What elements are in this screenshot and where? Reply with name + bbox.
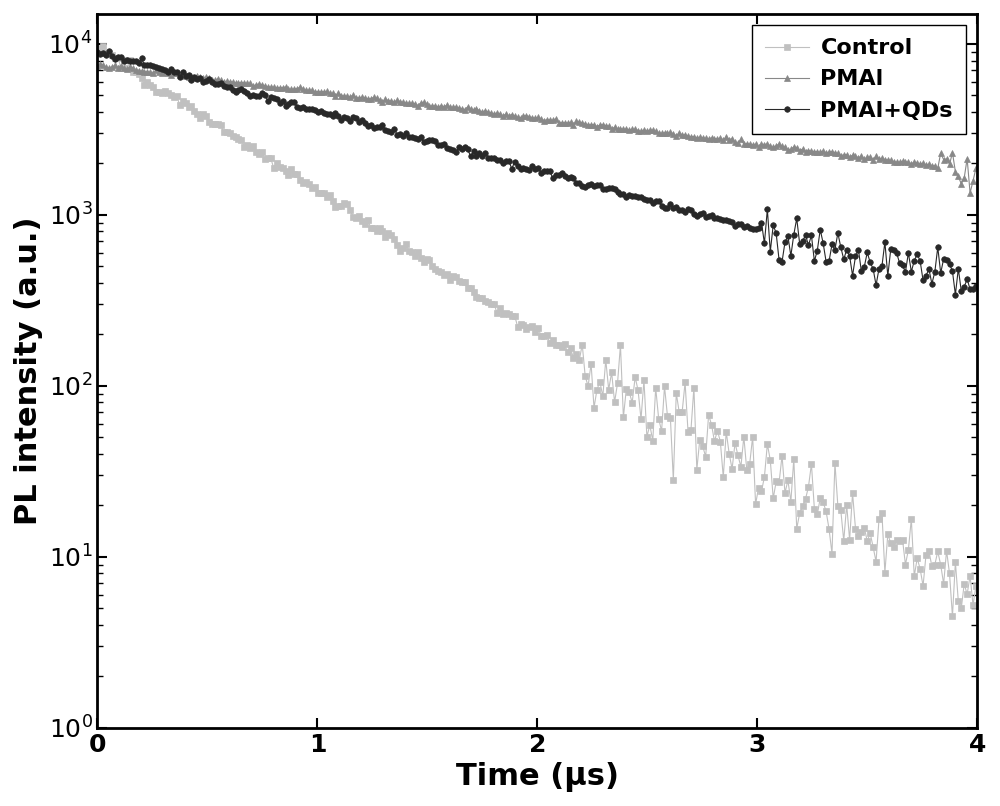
- Line: PMAl: PMAl: [94, 61, 979, 197]
- PMAl+QDs: [103, 47, 115, 56]
- PMAl: [97, 60, 109, 70]
- PMAl+QDs: [835, 243, 847, 252]
- Control: [835, 505, 847, 515]
- X-axis label: Time (μs): Time (μs): [456, 762, 619, 792]
- PMAl: [970, 164, 982, 173]
- PMAl: [94, 60, 106, 69]
- Legend: Control, PMAl, PMAl+QDs: Control, PMAl, PMAl+QDs: [752, 25, 966, 134]
- Control: [91, 44, 103, 53]
- PMAl: [91, 61, 103, 71]
- PMAl+QDs: [632, 193, 644, 202]
- Line: PMAl+QDs: PMAl+QDs: [95, 48, 979, 297]
- Control: [632, 385, 644, 395]
- PMAl+QDs: [949, 289, 961, 299]
- PMAl: [617, 125, 629, 135]
- Control: [970, 581, 982, 591]
- PMAl+QDs: [614, 189, 626, 199]
- PMAl+QDs: [891, 248, 903, 258]
- Control: [97, 41, 109, 51]
- Y-axis label: PL intensity (a.u.): PL intensity (a.u.): [14, 217, 43, 525]
- Control: [94, 46, 106, 56]
- PMAl: [964, 188, 976, 197]
- PMAl: [614, 124, 626, 134]
- Control: [891, 535, 903, 545]
- Line: Control: Control: [95, 44, 979, 619]
- PMAl+QDs: [970, 281, 982, 291]
- PMAl: [835, 152, 847, 161]
- Control: [617, 413, 629, 422]
- PMAl+QDs: [91, 48, 103, 57]
- Control: [946, 612, 958, 621]
- PMAl: [891, 157, 903, 167]
- PMAl+QDs: [94, 49, 106, 59]
- Control: [614, 340, 626, 350]
- PMAl: [632, 126, 644, 135]
- PMAl+QDs: [617, 189, 629, 198]
